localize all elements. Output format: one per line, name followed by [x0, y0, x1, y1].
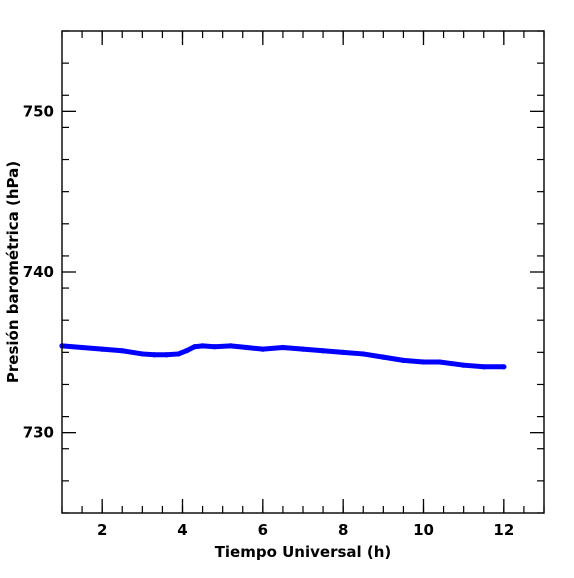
x-tick-label: 6	[258, 521, 268, 539]
y-tick-label: 750	[23, 102, 54, 120]
plot-frame	[61, 30, 545, 514]
data-point	[79, 344, 85, 351]
data-point	[260, 346, 266, 352]
data-point	[461, 362, 467, 368]
data-point	[420, 359, 427, 365]
data-layer	[59, 343, 507, 370]
data-point	[300, 346, 306, 352]
data-point	[436, 359, 443, 365]
data-point	[228, 343, 234, 349]
x-tick-label: 12	[493, 521, 514, 539]
data-point	[163, 352, 170, 358]
data-point	[139, 351, 145, 357]
data-point	[449, 360, 455, 367]
x-tick-label: 2	[97, 521, 107, 539]
y-axis-label: Presión barométrica (hPa)	[4, 161, 22, 383]
data-point	[380, 354, 386, 360]
major-ticks	[62, 31, 544, 513]
data-point	[400, 357, 407, 363]
data-point	[199, 343, 206, 349]
plot-background	[62, 31, 544, 513]
data-point	[151, 352, 157, 358]
x-tick-label: 10	[413, 521, 434, 539]
data-point	[340, 349, 346, 355]
x-tick-labels: 2 4 6 8 10 12	[97, 521, 514, 539]
data-point	[183, 348, 190, 354]
data-point	[360, 351, 366, 357]
x-axis-label: Tiempo Universal (h)	[215, 543, 392, 561]
data-point	[320, 348, 326, 354]
data-point	[99, 346, 105, 352]
y-tick-labels: 730 740 750	[23, 102, 54, 441]
data-point	[244, 344, 250, 351]
y-tick-label: 730	[23, 424, 54, 442]
data-point	[191, 344, 198, 350]
data-point	[481, 364, 487, 370]
y-tick-label: 740	[23, 263, 54, 281]
series-line	[59, 343, 507, 370]
data-point	[175, 351, 182, 357]
data-point	[280, 344, 286, 351]
data-point	[212, 344, 218, 350]
x-tick-label: 4	[177, 521, 187, 539]
x-tick-label: 8	[338, 521, 348, 539]
data-point	[501, 364, 507, 370]
data-point	[119, 348, 125, 354]
